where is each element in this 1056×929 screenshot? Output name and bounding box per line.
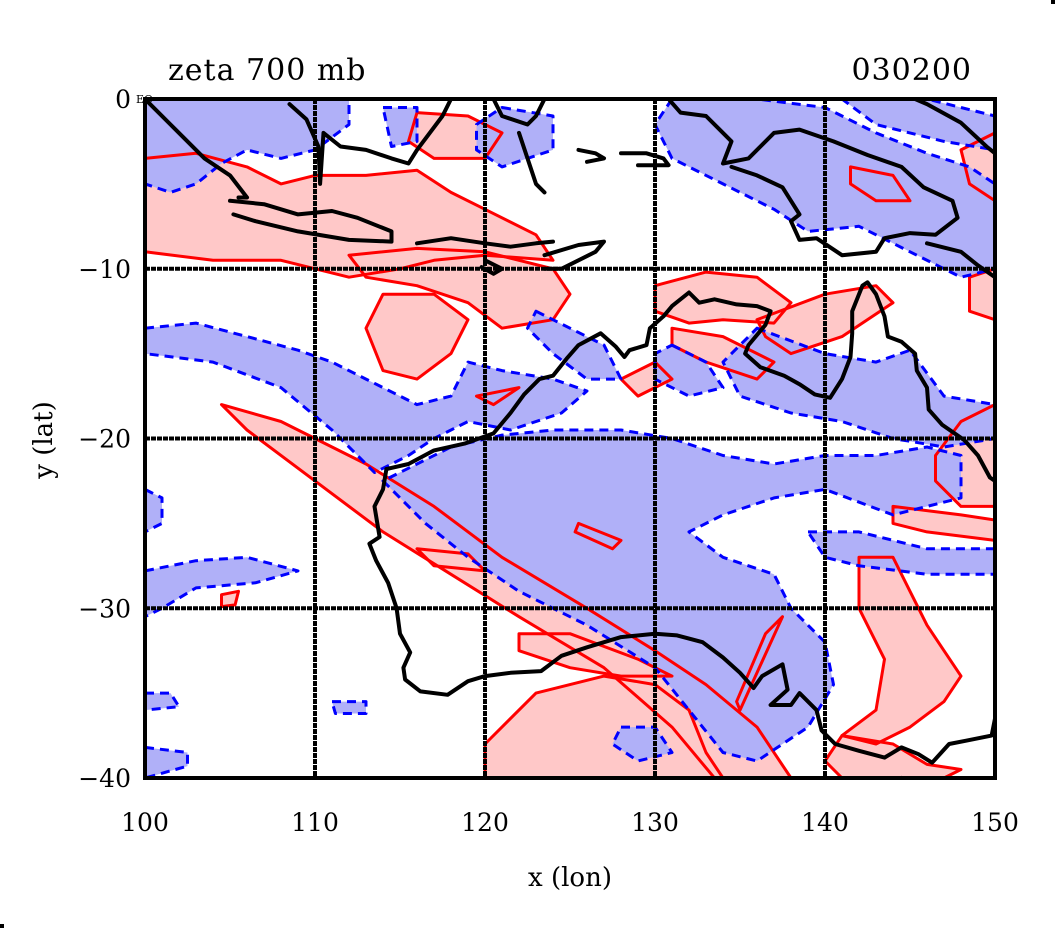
negative-region-fill [145, 323, 587, 473]
negative-contour [145, 691, 181, 712]
negative-region-fill [145, 489, 162, 532]
coastline-layer [146, 99, 995, 778]
coastline [228, 198, 394, 244]
plot-frame [143, 97, 997, 780]
positive-region-fill [519, 633, 672, 677]
coastline [517, 130, 547, 195]
negative-contour [145, 555, 300, 619]
positive-contour [959, 131, 995, 203]
positive-region-fill [655, 272, 791, 324]
coastline [913, 99, 995, 156]
chart-title: zeta 700 mb [168, 53, 367, 88]
negative-contour [330, 700, 368, 715]
coastline [491, 99, 547, 127]
gridline-layer [145, 99, 995, 778]
positive-contour [840, 555, 963, 746]
time-label: 030200 [851, 53, 972, 88]
negative-contour [721, 326, 995, 449]
y-tick-label: −30 [78, 594, 131, 623]
positive-region-fill [366, 294, 468, 380]
x-axis-label: x (lon) [528, 863, 612, 893]
positive-contour [934, 403, 995, 508]
coastline [576, 147, 606, 164]
negative-region-fill [145, 557, 298, 617]
coastline [367, 467, 995, 765]
x-tick-label: 150 [971, 808, 1019, 837]
negative-contour [653, 99, 995, 279]
negative-contour [145, 99, 351, 194]
negative-region-fill [332, 701, 366, 714]
positive-region-fill [893, 506, 995, 541]
x-tick-label: 120 [461, 808, 509, 837]
positive-contour [849, 165, 912, 203]
negative-region-fill [527, 311, 621, 380]
positive-contour [891, 504, 995, 542]
positive-contour [517, 632, 674, 678]
positive-contour [407, 111, 504, 160]
corner-mark-top-right [1051, 0, 1055, 4]
equator-label: EQ [136, 93, 153, 106]
positive-contour [220, 403, 793, 778]
y-tick-label: 0 [115, 85, 131, 114]
x-tick-label: 140 [801, 808, 849, 837]
x-tick-labels: 100 110 120 130 140 150 [121, 808, 1019, 837]
positive-region-fill [825, 735, 961, 778]
positive-contour [220, 589, 240, 609]
negative-region-fill [655, 345, 723, 397]
negative-region-fill [145, 99, 349, 193]
x-tick-label: 110 [291, 808, 339, 837]
corner-mark-bottom-left [0, 924, 4, 928]
plot-area [145, 99, 995, 778]
coastline [146, 100, 249, 200]
negative-contour [475, 106, 555, 169]
positive-region-fill [842, 557, 961, 744]
coastline [415, 236, 555, 249]
positive-region-fill [969, 268, 995, 320]
positive-contour [755, 284, 895, 356]
y-tick-label: −40 [78, 764, 131, 793]
x-tick-label: 130 [631, 808, 679, 837]
y-tick-label: −20 [78, 425, 131, 454]
negative-fill-layer [145, 99, 995, 778]
positive-contour [619, 360, 674, 398]
y-axis-label: y (lat) [29, 401, 59, 480]
y-tick-label: −10 [78, 255, 131, 284]
negative-region-fill [383, 430, 961, 761]
negative-region-fill [842, 99, 995, 150]
coastline [899, 776, 905, 778]
coastline [925, 241, 995, 280]
coastline [619, 151, 671, 168]
negative-region-fill [476, 107, 553, 167]
positive-contour [573, 521, 623, 551]
positive-contour [364, 292, 470, 381]
negative-region-fill [723, 328, 995, 447]
negative-region-fill [145, 693, 179, 711]
positive-contour [483, 674, 725, 778]
negative-region-fill [145, 747, 188, 778]
coastline [542, 239, 606, 271]
coastline [666, 99, 960, 258]
negative-contour [381, 106, 419, 148]
positive-contour [145, 151, 555, 279]
y-tick-labels: 0 −10 −20 −30 −40 [78, 85, 131, 793]
negative-region-fill [808, 531, 995, 575]
x-tick-label: 100 [121, 808, 169, 837]
coastline [384, 280, 995, 483]
